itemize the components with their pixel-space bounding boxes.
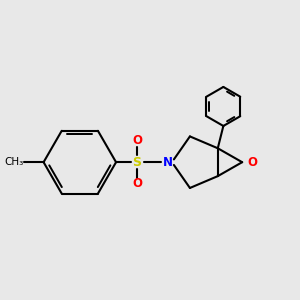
Text: S: S [133, 156, 142, 169]
Text: CH₃: CH₃ [4, 157, 23, 167]
Text: N: N [163, 156, 172, 169]
Text: O: O [132, 177, 142, 190]
Text: O: O [132, 134, 142, 147]
Text: O: O [248, 156, 258, 169]
